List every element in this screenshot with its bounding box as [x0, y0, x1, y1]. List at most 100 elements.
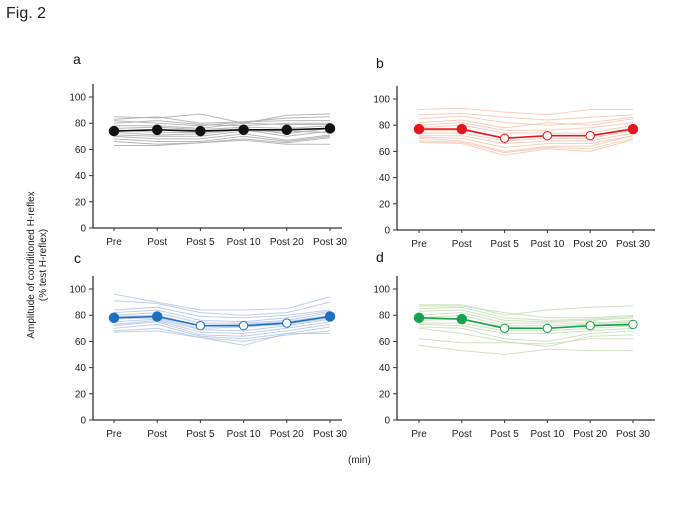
- x-tick-label: Post 30: [313, 237, 347, 248]
- x-tick-label: Post 30: [313, 429, 347, 440]
- x-tick-label: Post: [452, 429, 472, 440]
- y-tick-label: 100: [69, 93, 86, 104]
- subject-line: [419, 304, 634, 316]
- subject-line: [113, 321, 331, 337]
- x-tick-label: Post 30: [616, 429, 650, 440]
- mean-marker-open: [542, 131, 553, 141]
- x-tick-label: Pre: [106, 429, 122, 440]
- mean-marker-open: [585, 321, 595, 331]
- panel-label-c: c: [74, 250, 81, 266]
- x-tick-label: Pre: [411, 239, 427, 250]
- y-tick-label: 80: [379, 311, 391, 322]
- x-tick-label: Post 20: [270, 237, 304, 248]
- subject-line: [113, 120, 330, 127]
- y-tick-label: 60: [379, 147, 391, 158]
- subject-line: [418, 327, 634, 348]
- y-tick-label: 20: [75, 197, 87, 208]
- subject-line: [113, 327, 331, 342]
- x-tick-label: Post: [147, 237, 167, 248]
- panel-a-chart: 0 20 40 60 80 100 Pre Post Post 5 Post 10 Post 20 P…: [69, 83, 347, 248]
- subject-line: [113, 309, 331, 323]
- mean-marker-filled: [324, 123, 336, 134]
- subject-line: [113, 317, 331, 329]
- y-tick-label: 60: [75, 337, 87, 348]
- subject-line: [113, 137, 331, 145]
- x-tick-label: Post 5: [490, 239, 519, 250]
- subject-line: [418, 309, 634, 323]
- mean-marker-open: [628, 319, 638, 330]
- y-tick-label: 20: [379, 389, 391, 400]
- y-tick-label: 80: [379, 121, 391, 132]
- mean-marker-open: [238, 321, 249, 331]
- mean-marker-open: [499, 323, 510, 333]
- mean-marker-filled: [413, 123, 425, 135]
- mean-marker-filled: [324, 311, 336, 322]
- x-tick-label: Post 10: [227, 237, 261, 248]
- x-tick-label: Post 20: [573, 429, 607, 440]
- mean-marker-open: [499, 133, 510, 144]
- x-axis-unit-label: (min): [348, 455, 371, 466]
- subject-line: [418, 326, 634, 342]
- mean-line: [113, 127, 331, 132]
- subject-line: [418, 323, 634, 334]
- y-tick-label: 100: [69, 285, 86, 296]
- subject-line: [113, 300, 331, 316]
- mean-marker-filled: [456, 313, 468, 325]
- subject-line: [419, 322, 634, 332]
- panel-d-chart: 0 20 40 60 80 100 Pre Post Post 5 Post 10 Post 20 P…: [373, 275, 655, 440]
- mean-marker-filled: [413, 312, 425, 324]
- y-tick-label: 40: [75, 171, 87, 182]
- mean-line: [113, 315, 331, 327]
- x-tick-label: Post 20: [573, 239, 607, 250]
- subject-line: [113, 312, 331, 324]
- mean-marker-open: [195, 321, 206, 331]
- subject-line: [418, 338, 633, 345]
- panel-b-chart: 0 20 40 60 80 100 Pre Post Post 5 Post 10 Post 20 P…: [373, 85, 655, 250]
- subject-line: [113, 116, 331, 124]
- subject-line: [113, 306, 331, 319]
- subject-line: [419, 132, 634, 145]
- subject-line: [418, 135, 634, 152]
- x-tick-label: Pre: [106, 237, 122, 248]
- subject-line: [418, 112, 634, 121]
- y-tick-label: 0: [384, 226, 390, 237]
- y-tick-label: 0: [80, 224, 86, 235]
- mean-marker-open: [282, 318, 292, 328]
- mean-marker-filled: [108, 312, 120, 324]
- x-tick-label: Post 10: [530, 429, 564, 440]
- subject-line: [418, 137, 634, 154]
- subject-line: [419, 129, 634, 142]
- mean-marker-filled: [195, 125, 206, 137]
- subject-line: [113, 120, 330, 127]
- subject-line: [114, 122, 330, 129]
- mean-marker-filled: [281, 124, 293, 136]
- subject-line: [418, 124, 634, 134]
- subject-line: [418, 139, 634, 156]
- mean-marker-filled: [627, 123, 639, 135]
- subject-line: [113, 330, 330, 346]
- subject-line: [418, 115, 634, 126]
- y-tick-label: 60: [379, 337, 391, 348]
- subject-line: [418, 118, 634, 129]
- y-tick-label: 40: [379, 363, 391, 374]
- subject-line: [113, 130, 331, 137]
- y-tick-label: 60: [75, 145, 87, 156]
- y-tick-label: 0: [384, 416, 390, 427]
- mean-line: [419, 128, 634, 140]
- subject-line: [418, 306, 634, 321]
- mean-marker-filled: [151, 311, 163, 322]
- x-tick-label: Post: [147, 429, 167, 440]
- subject-line: [419, 305, 634, 319]
- x-tick-label: Post 5: [490, 429, 519, 440]
- x-tick-label: Post 5: [186, 429, 215, 440]
- subject-line: [113, 293, 331, 311]
- panel-c-chart: 0 20 40 60 80 100 Pre Post Post 5 Post 10 Post 20 P…: [69, 275, 347, 440]
- figure-title: Fig. 2: [6, 5, 47, 22]
- subject-line: [113, 133, 331, 141]
- subject-line: [113, 318, 331, 332]
- subject-line: [418, 312, 634, 324]
- x-tick-label: Post 10: [530, 239, 564, 250]
- mean-line: [418, 317, 634, 330]
- subject-line: [418, 344, 633, 356]
